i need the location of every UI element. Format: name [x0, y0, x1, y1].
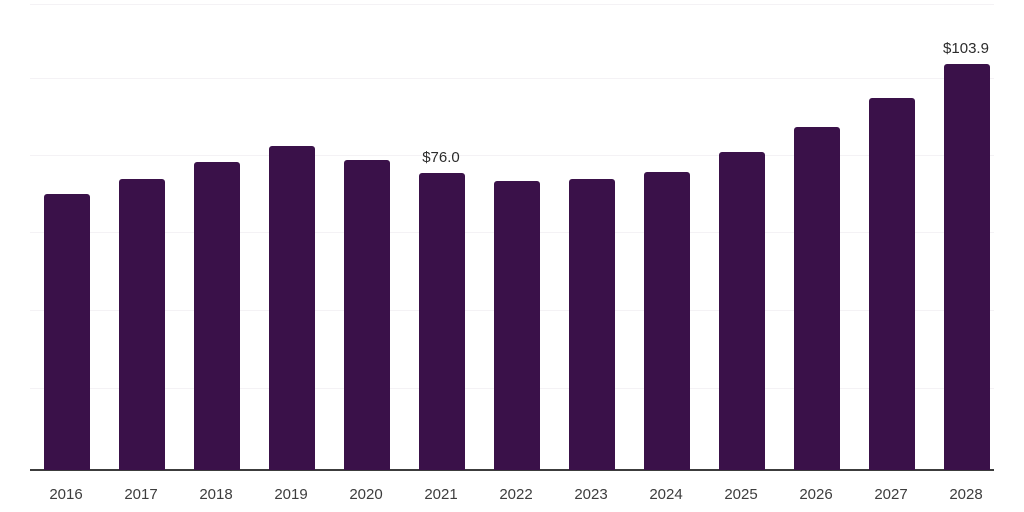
- bar[interactable]: [643, 171, 690, 470]
- gridline-2: [30, 155, 994, 156]
- bar-group: [629, 0, 704, 470]
- bar-group: [779, 0, 854, 470]
- x-tick-label-2024: 2024: [649, 486, 683, 503]
- bar-value-label: $103.9: [943, 40, 989, 58]
- x-tick-label-2026: 2026: [799, 486, 833, 503]
- bar-group: [254, 0, 329, 470]
- bar-group: [29, 0, 104, 470]
- bar-group: [179, 0, 254, 470]
- x-tick-label-2023: 2023: [574, 486, 608, 503]
- bar-group: $103.9: [929, 0, 1004, 470]
- x-tick-label-2027: 2027: [874, 486, 908, 503]
- bar[interactable]: [493, 180, 540, 470]
- bar[interactable]: [268, 146, 315, 470]
- x-tick-label-2019: 2019: [274, 486, 308, 503]
- gridline-1: [30, 78, 994, 79]
- bar[interactable]: [118, 178, 165, 470]
- bar-group: [854, 0, 929, 470]
- bar-group: $76.0: [404, 0, 479, 470]
- x-tick-label-2017: 2017: [124, 486, 158, 503]
- bar[interactable]: [718, 151, 765, 470]
- bar-group: [104, 0, 179, 470]
- bar[interactable]: [43, 194, 90, 470]
- gridline-0: [30, 4, 994, 5]
- bar[interactable]: [193, 162, 240, 470]
- bar-value-label: $76.0: [422, 149, 460, 167]
- x-tick-label-2022: 2022: [499, 486, 533, 503]
- bar[interactable]: [943, 64, 990, 470]
- bar-group: [479, 0, 554, 470]
- x-tick-label-2020: 2020: [349, 486, 383, 503]
- bar[interactable]: [868, 98, 915, 470]
- x-tick-label-2028: 2028: [949, 486, 983, 503]
- x-tick-label-2021: 2021: [424, 486, 458, 503]
- bar[interactable]: [568, 178, 615, 470]
- x-tick-label-2016: 2016: [49, 486, 83, 503]
- bar-group: [554, 0, 629, 470]
- bar[interactable]: [418, 173, 465, 470]
- bar[interactable]: [793, 126, 840, 470]
- x-tick-label-2025: 2025: [724, 486, 758, 503]
- bar-group: [704, 0, 779, 470]
- bars-layer: $76.0 $103.9: [29, 0, 1004, 470]
- x-axis-tick-labels: 2016 2017 2018 2019 2020 2021 2022 2023 2024 2025…: [0, 470, 1024, 512]
- bar[interactable]: [343, 160, 390, 470]
- x-tick-label-2018: 2018: [199, 486, 233, 503]
- bar-group: [329, 0, 404, 470]
